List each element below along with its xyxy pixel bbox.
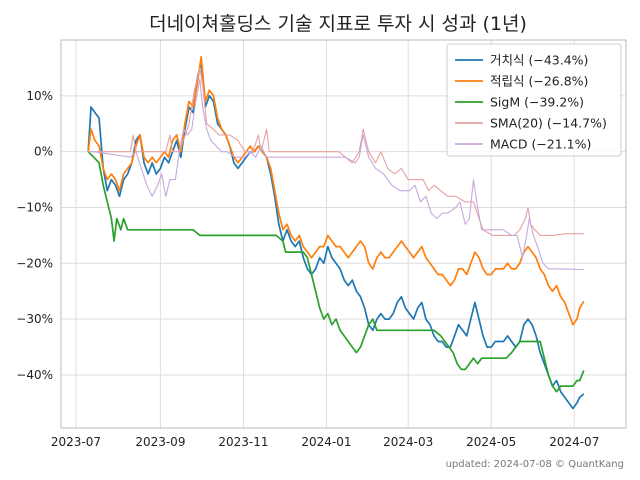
x-tick-label: 2023-11 [218,435,268,449]
legend-label: 거치식 (−43.4%) [490,53,588,68]
x-tick-label: 2024-05 [466,435,516,449]
y-tick-label: −10% [16,200,53,214]
legend-label: 적립식 (−26.8%) [490,74,588,89]
legend: 거치식 (−43.4%) 적립식 (−26.8%) SigM (−39.2%) SMA… [446,43,622,157]
legend-label: SigM (−39.2%) [490,95,584,110]
series-layer [87,55,585,410]
series-line [88,78,584,271]
series-line [87,55,585,326]
x-tick-label: 2023-07 [51,435,101,449]
y-tick-label: −40% [16,368,53,382]
footer-text: updated: 2024-07-08 © QuantKang [446,459,624,470]
y-tick-label: 0% [34,145,53,159]
series-line [88,67,584,236]
grid [61,40,626,428]
legend-label: MACD (−21.1%) [490,137,591,152]
legend-box [446,43,622,157]
series-line [87,61,585,410]
y-tick-label: −30% [16,312,53,326]
x-tick-label: 2024-07 [549,435,599,449]
series-line [87,151,585,393]
y-tick-label: −20% [16,256,53,270]
x-tick-label: 2024-01 [301,435,351,449]
y-tick-label: 10% [26,89,53,103]
plot-frame [60,39,627,429]
x-tick-label: 2023-09 [135,435,185,449]
legend-label: SMA(20) (−14.7%) [490,116,607,131]
tick-labels: 10% 0% −10% −20% −30% −40% 2023-07 2023-09 2023-… [16,89,599,449]
chart-title: 더네이쳐홀딩스 기술 지표로 투자 시 성과 (1년) [149,13,527,35]
x-tick-label: 2024-03 [383,435,433,449]
